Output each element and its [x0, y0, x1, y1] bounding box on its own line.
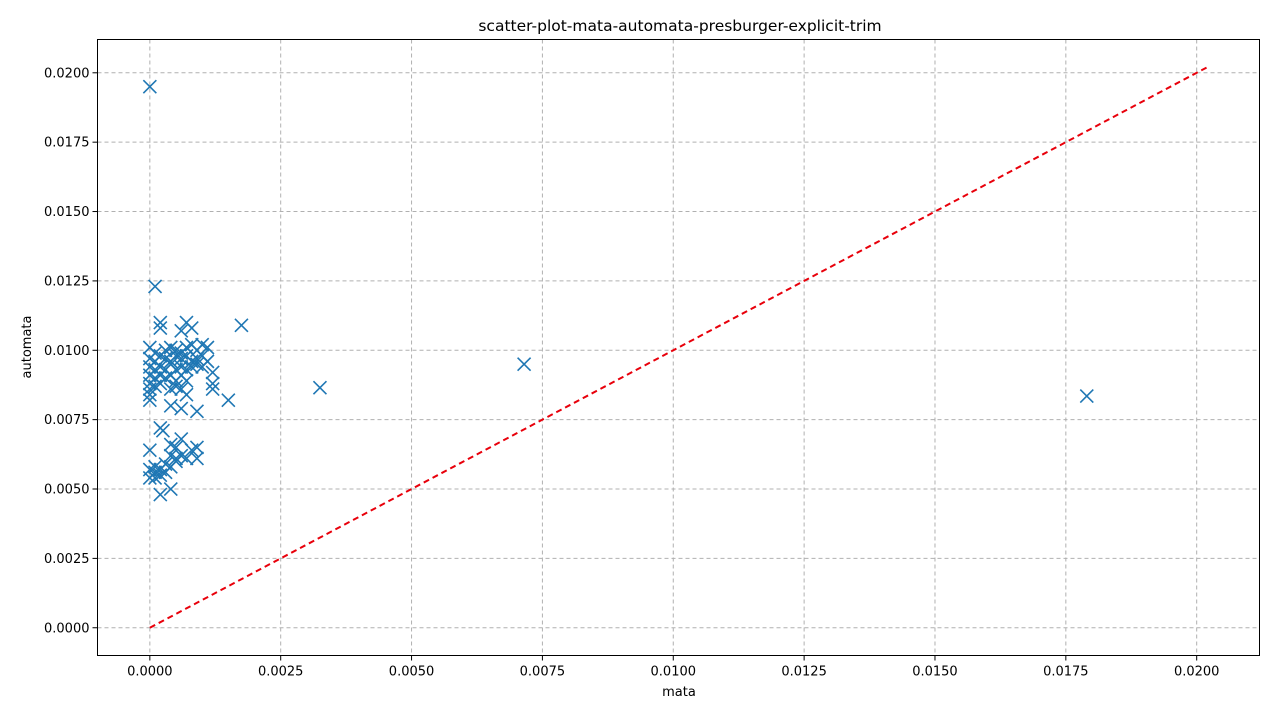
data-point	[168, 454, 184, 469]
data-point	[153, 487, 168, 502]
data-point	[142, 393, 157, 408]
data-point	[148, 470, 163, 485]
data-point	[312, 380, 328, 395]
data-point	[142, 79, 157, 94]
data-point	[153, 321, 168, 336]
data-point	[142, 470, 157, 485]
data-point	[184, 321, 199, 336]
x-tick-label: 0.0050	[389, 665, 435, 680]
data-point	[174, 401, 189, 416]
data-points	[142, 79, 1094, 502]
y-tick-label: 0.0050	[44, 483, 90, 498]
data-point	[148, 279, 163, 294]
x-tick-label: 0.0175	[1043, 665, 1089, 680]
data-point	[189, 451, 205, 466]
grid	[97, 39, 1260, 656]
data-point	[1079, 388, 1094, 404]
y-tick-label: 0.0025	[44, 552, 90, 567]
data-point	[142, 443, 157, 458]
y-tick-label: 0.0075	[44, 413, 90, 428]
data-point	[205, 382, 220, 397]
x-tick-label: 0.0100	[651, 665, 697, 680]
data-point	[163, 398, 178, 413]
data-point	[234, 318, 249, 333]
chart-title: scatter-plot-mata-automata-presburger-ex…	[478, 17, 881, 35]
x-axis-title: mata	[662, 685, 696, 700]
x-tick-label: 0.0075	[520, 665, 566, 680]
plot-frame	[97, 39, 1260, 656]
y-tick-label: 0.0125	[44, 274, 90, 289]
y-axis-title: automata	[20, 316, 35, 379]
data-point	[179, 387, 194, 402]
y-tick-label: 0.0200	[44, 66, 90, 81]
data-point	[153, 315, 168, 330]
data-point	[221, 393, 236, 408]
data-point	[179, 451, 194, 466]
data-point	[153, 376, 168, 391]
x-tick-label: 0.0200	[1174, 665, 1220, 680]
data-point	[179, 373, 194, 388]
data-point	[163, 481, 178, 497]
data-point	[205, 376, 220, 391]
x-tick-label: 0.0000	[127, 665, 173, 680]
y-tick-label: 0.0000	[44, 621, 90, 636]
data-point	[195, 359, 210, 374]
data-point	[517, 357, 532, 372]
y-tick-label: 0.0100	[44, 344, 90, 359]
x-tick-label: 0.0125	[781, 665, 827, 680]
data-point	[205, 365, 220, 380]
data-point	[189, 404, 205, 419]
y-tick-label: 0.0150	[44, 205, 90, 220]
data-point	[174, 323, 189, 338]
axis-ticks: 0.0000 0.0025 0.0050 0.0075 0.0100 0.0125 0.01…	[44, 66, 1219, 679]
x-tick-label: 0.0150	[912, 665, 958, 680]
data-point	[155, 423, 170, 438]
x-tick-label: 0.0025	[258, 665, 304, 680]
y-tick-label: 0.0175	[44, 136, 90, 151]
